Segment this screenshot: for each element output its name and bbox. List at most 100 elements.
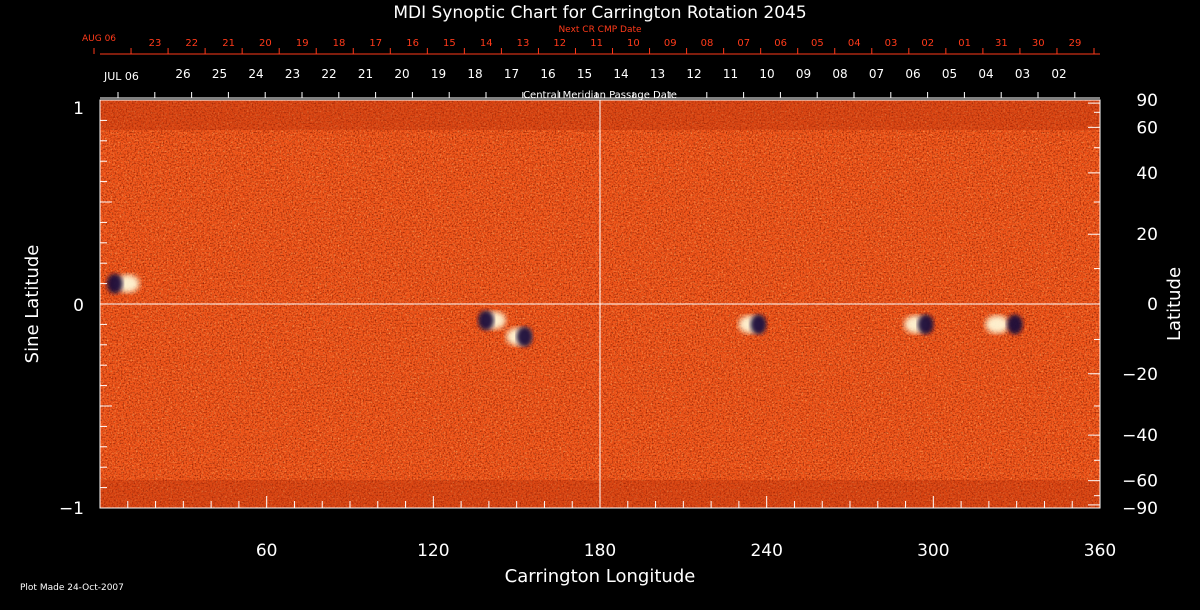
next-cr-tick-label: 04 bbox=[848, 38, 861, 49]
left-axis-label: Sine Latitude bbox=[22, 245, 43, 364]
next-cr-tick-label: 14 bbox=[480, 38, 493, 49]
next-cr-tick-labels: 23 22 21 20 19 18 17 16 15 14 13 12 11 10 09 08 07 06 05 04… bbox=[149, 38, 1082, 49]
left-tick-label-bottom: −1 bbox=[59, 499, 84, 519]
bottom-tick-label: 120 bbox=[417, 541, 449, 561]
next-cr-tick-label: 05 bbox=[811, 38, 824, 49]
next-cr-tick-label: 16 bbox=[406, 38, 419, 49]
cmp-tick-label: 15 bbox=[577, 67, 592, 81]
bottom-tick-label: 180 bbox=[584, 541, 616, 561]
next-cr-tick-label: 10 bbox=[627, 38, 640, 49]
negative-polarity-spot bbox=[106, 273, 123, 294]
next-cr-tick-label: 15 bbox=[443, 38, 456, 49]
cmp-tick-label: 13 bbox=[650, 67, 665, 81]
next-cr-tick-label: 03 bbox=[885, 38, 898, 49]
left-axis: 1 0 −1 Sine Latitude bbox=[22, 99, 112, 519]
right-tick-label: −40 bbox=[1122, 426, 1158, 446]
cmp-tick-label: 07 bbox=[869, 67, 884, 81]
bottom-tick-label: 360 bbox=[1084, 541, 1116, 561]
next-cr-tick-label: 09 bbox=[664, 38, 677, 49]
cmp-tick-marks bbox=[117, 92, 1076, 98]
right-tick-label: 90 bbox=[1136, 91, 1158, 111]
cmp-tick-label: 05 bbox=[942, 67, 957, 81]
negative-polarity-spot bbox=[477, 310, 494, 331]
bottom-tick-label: 60 bbox=[256, 541, 278, 561]
right-tick-label: −90 bbox=[1122, 499, 1158, 519]
cmp-tick-label: 22 bbox=[321, 67, 336, 81]
negative-polarity-spot bbox=[516, 326, 533, 347]
next-cr-tick-marks bbox=[93, 48, 1095, 54]
bottom-tick-labels: 60 120 180 240 300 360 bbox=[256, 541, 1116, 561]
cmp-tick-label: 04 bbox=[978, 67, 993, 81]
cmp-tick-label: 18 bbox=[467, 67, 482, 81]
next-cr-tick-label: 13 bbox=[517, 38, 530, 49]
negative-polarity-spot bbox=[750, 314, 767, 335]
next-cr-tick-label: 29 bbox=[1069, 38, 1082, 49]
next-cr-tick-label: 21 bbox=[222, 38, 235, 49]
next-cr-tick-label: 31 bbox=[995, 38, 1008, 49]
next-cr-tick-label: 07 bbox=[737, 38, 750, 49]
next-cr-tick-label: 23 bbox=[149, 38, 162, 49]
right-tick-marks bbox=[1088, 99, 1100, 509]
next-cr-tick-label: 18 bbox=[333, 38, 346, 49]
cmp-tick-label: 17 bbox=[504, 67, 519, 81]
cmp-tick-labels: 26 25 24 23 22 21 20 19 18 17 16 15 14 13 12 11 10 09 08 07… bbox=[175, 67, 1066, 81]
cmp-tick-label: 08 bbox=[832, 67, 847, 81]
cmp-tick-label: 03 bbox=[1015, 67, 1030, 81]
negative-polarity-spot bbox=[1006, 314, 1023, 335]
next-cr-axis: Next CR CMP Date AUG 06 23 22 21 20 19 18 17 16… bbox=[82, 25, 1100, 55]
cmp-tick-label: 26 bbox=[175, 67, 190, 81]
next-cr-tick-label: 30 bbox=[1032, 38, 1045, 49]
cmp-tick-label: 11 bbox=[723, 67, 738, 81]
right-tick-label: 40 bbox=[1136, 164, 1158, 184]
next-cr-tick-label: 22 bbox=[185, 38, 198, 49]
cmp-axis-label: Central Meridian Passage Date bbox=[523, 90, 677, 101]
cmp-tick-label: 06 bbox=[905, 67, 920, 81]
next-cr-tick-label: 08 bbox=[701, 38, 714, 49]
left-tick-label-top: 1 bbox=[73, 99, 84, 119]
right-axis-label: Latitude bbox=[1164, 267, 1185, 341]
next-cr-axis-label: Next CR CMP Date bbox=[558, 25, 642, 35]
cmp-tick-label: 19 bbox=[431, 67, 446, 81]
cmp-tick-label: 24 bbox=[248, 67, 263, 81]
negative-polarity-spot bbox=[917, 314, 934, 335]
active-regions bbox=[106, 273, 1023, 347]
cmp-tick-label: 02 bbox=[1051, 67, 1066, 81]
next-cr-tick-label: 06 bbox=[774, 38, 787, 49]
bottom-tick-marks bbox=[127, 496, 1073, 508]
cmp-tick-label: 16 bbox=[540, 67, 555, 81]
bottom-axis: 60 120 180 240 300 360 Carrington Longitude bbox=[127, 496, 1116, 587]
cmp-tick-label: 12 bbox=[686, 67, 701, 81]
bottom-tick-label: 240 bbox=[750, 541, 782, 561]
cmp-tick-label: 25 bbox=[212, 67, 227, 81]
plot-made-footer: Plot Made 24-Oct-2007 bbox=[20, 583, 124, 593]
chart-title: MDI Synoptic Chart for Carrington Rotati… bbox=[393, 3, 806, 23]
next-cr-tick-label: 12 bbox=[553, 38, 566, 49]
next-cr-tick-label: 01 bbox=[958, 38, 971, 49]
next-cr-tick-label: 17 bbox=[369, 38, 382, 49]
cmp-tick-label: 14 bbox=[613, 67, 628, 81]
cmp-tick-label: 21 bbox=[358, 67, 373, 81]
right-tick-label: 20 bbox=[1136, 225, 1158, 245]
bottom-axis-label: Carrington Longitude bbox=[505, 566, 696, 587]
cmp-axis: JUL 06 26 25 24 23 22 21 20 19 18 17 16 15 14 13 12 11 1… bbox=[100, 67, 1100, 99]
right-tick-label: −20 bbox=[1122, 365, 1158, 385]
cmp-start-label: JUL 06 bbox=[103, 70, 139, 83]
magnetogram-map bbox=[100, 100, 1100, 508]
right-axis: 90 60 40 20 0 −20 −40 −60 −90 Latitude bbox=[1088, 91, 1185, 519]
next-cr-tick-label: 11 bbox=[590, 38, 603, 49]
left-tick-label-mid: 0 bbox=[73, 296, 84, 316]
right-tick-labels: 90 60 40 20 0 −20 −40 −60 −90 bbox=[1122, 91, 1158, 519]
bottom-tick-label: 300 bbox=[917, 541, 949, 561]
right-tick-label: 0 bbox=[1147, 295, 1158, 315]
left-tick-marks bbox=[100, 99, 112, 509]
next-cr-tick-label: 20 bbox=[259, 38, 272, 49]
cmp-tick-label: 23 bbox=[285, 67, 300, 81]
next-cr-tick-label: 19 bbox=[296, 38, 309, 49]
cmp-tick-label: 20 bbox=[394, 67, 409, 81]
right-tick-label: 60 bbox=[1136, 118, 1158, 138]
next-cr-start-label: AUG 06 bbox=[82, 34, 116, 44]
positive-polarity-spot bbox=[985, 315, 1010, 334]
right-tick-label: −60 bbox=[1122, 472, 1158, 492]
next-cr-tick-label: 02 bbox=[921, 38, 934, 49]
